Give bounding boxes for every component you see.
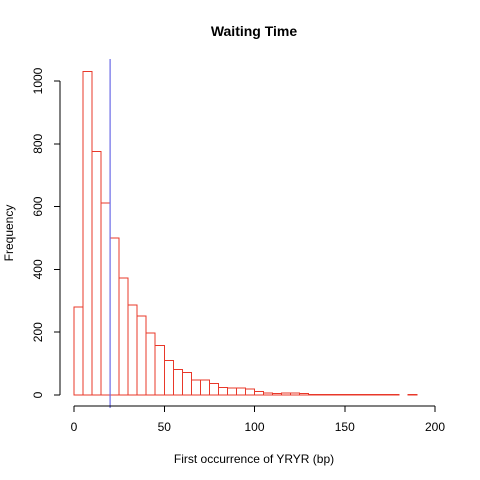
histogram-bar-4 <box>109 237 120 396</box>
x-axis: 0 50 100 150 200 <box>71 405 445 434</box>
histogram-bar-16 <box>217 386 228 396</box>
histogram-bar-11 <box>172 368 183 396</box>
y-tick-label-2: 400 <box>31 259 45 279</box>
histogram-bar-21 <box>263 392 274 396</box>
x-axis-title: First occurrence of YRYR (bp) <box>174 452 334 466</box>
histogram-bar-26 <box>308 393 319 396</box>
histogram-bar-3 <box>100 202 111 396</box>
histogram-bar-5 <box>118 277 129 396</box>
y-tick-label-3: 600 <box>31 196 45 216</box>
y-tick-label-0: 0 <box>31 391 45 398</box>
histogram-bar-18 <box>235 387 246 396</box>
histogram-bar-25 <box>299 393 310 396</box>
x-tick-label-4: 200 <box>425 420 445 434</box>
histogram-bar-23 <box>281 392 292 396</box>
histogram-bar-0 <box>73 306 84 396</box>
y-tick-label-5: 1000 <box>31 67 45 94</box>
histogram-bar-22 <box>272 392 283 396</box>
y-tick-label-1: 200 <box>31 322 45 342</box>
histogram-bar-2 <box>91 151 102 396</box>
histogram-bar-1 <box>82 71 93 396</box>
histogram-bar-19 <box>244 388 256 396</box>
histogram-bar-8 <box>145 332 156 396</box>
histogram-bar-17 <box>226 387 237 396</box>
y-axis: 0 200 400 600 800 1000 <box>31 67 61 398</box>
x-tick-label-3: 150 <box>335 420 355 434</box>
histogram-bar-24 <box>290 392 301 396</box>
histogram-bar-7 <box>136 315 147 396</box>
histogram-bar-14 <box>199 379 210 396</box>
histogram-bar-6 <box>127 304 138 396</box>
histogram-bar-10 <box>163 359 174 396</box>
histogram-bar-13 <box>190 379 201 396</box>
histogram-bar-27 <box>317 393 328 396</box>
histogram-bar-20 <box>254 391 265 396</box>
x-tick-label-0: 0 <box>71 420 78 434</box>
histogram-bar-9 <box>154 344 165 396</box>
histogram-bar-15 <box>208 383 219 396</box>
bars-layer <box>73 71 418 396</box>
histogram-bar-12 <box>181 371 192 396</box>
chart-title: Waiting Time <box>211 23 298 39</box>
y-tick-label-4: 800 <box>31 133 45 153</box>
y-axis-title: Frequency <box>2 205 16 262</box>
x-tick-label-2: 100 <box>244 420 264 434</box>
x-tick-label-1: 50 <box>158 420 172 434</box>
